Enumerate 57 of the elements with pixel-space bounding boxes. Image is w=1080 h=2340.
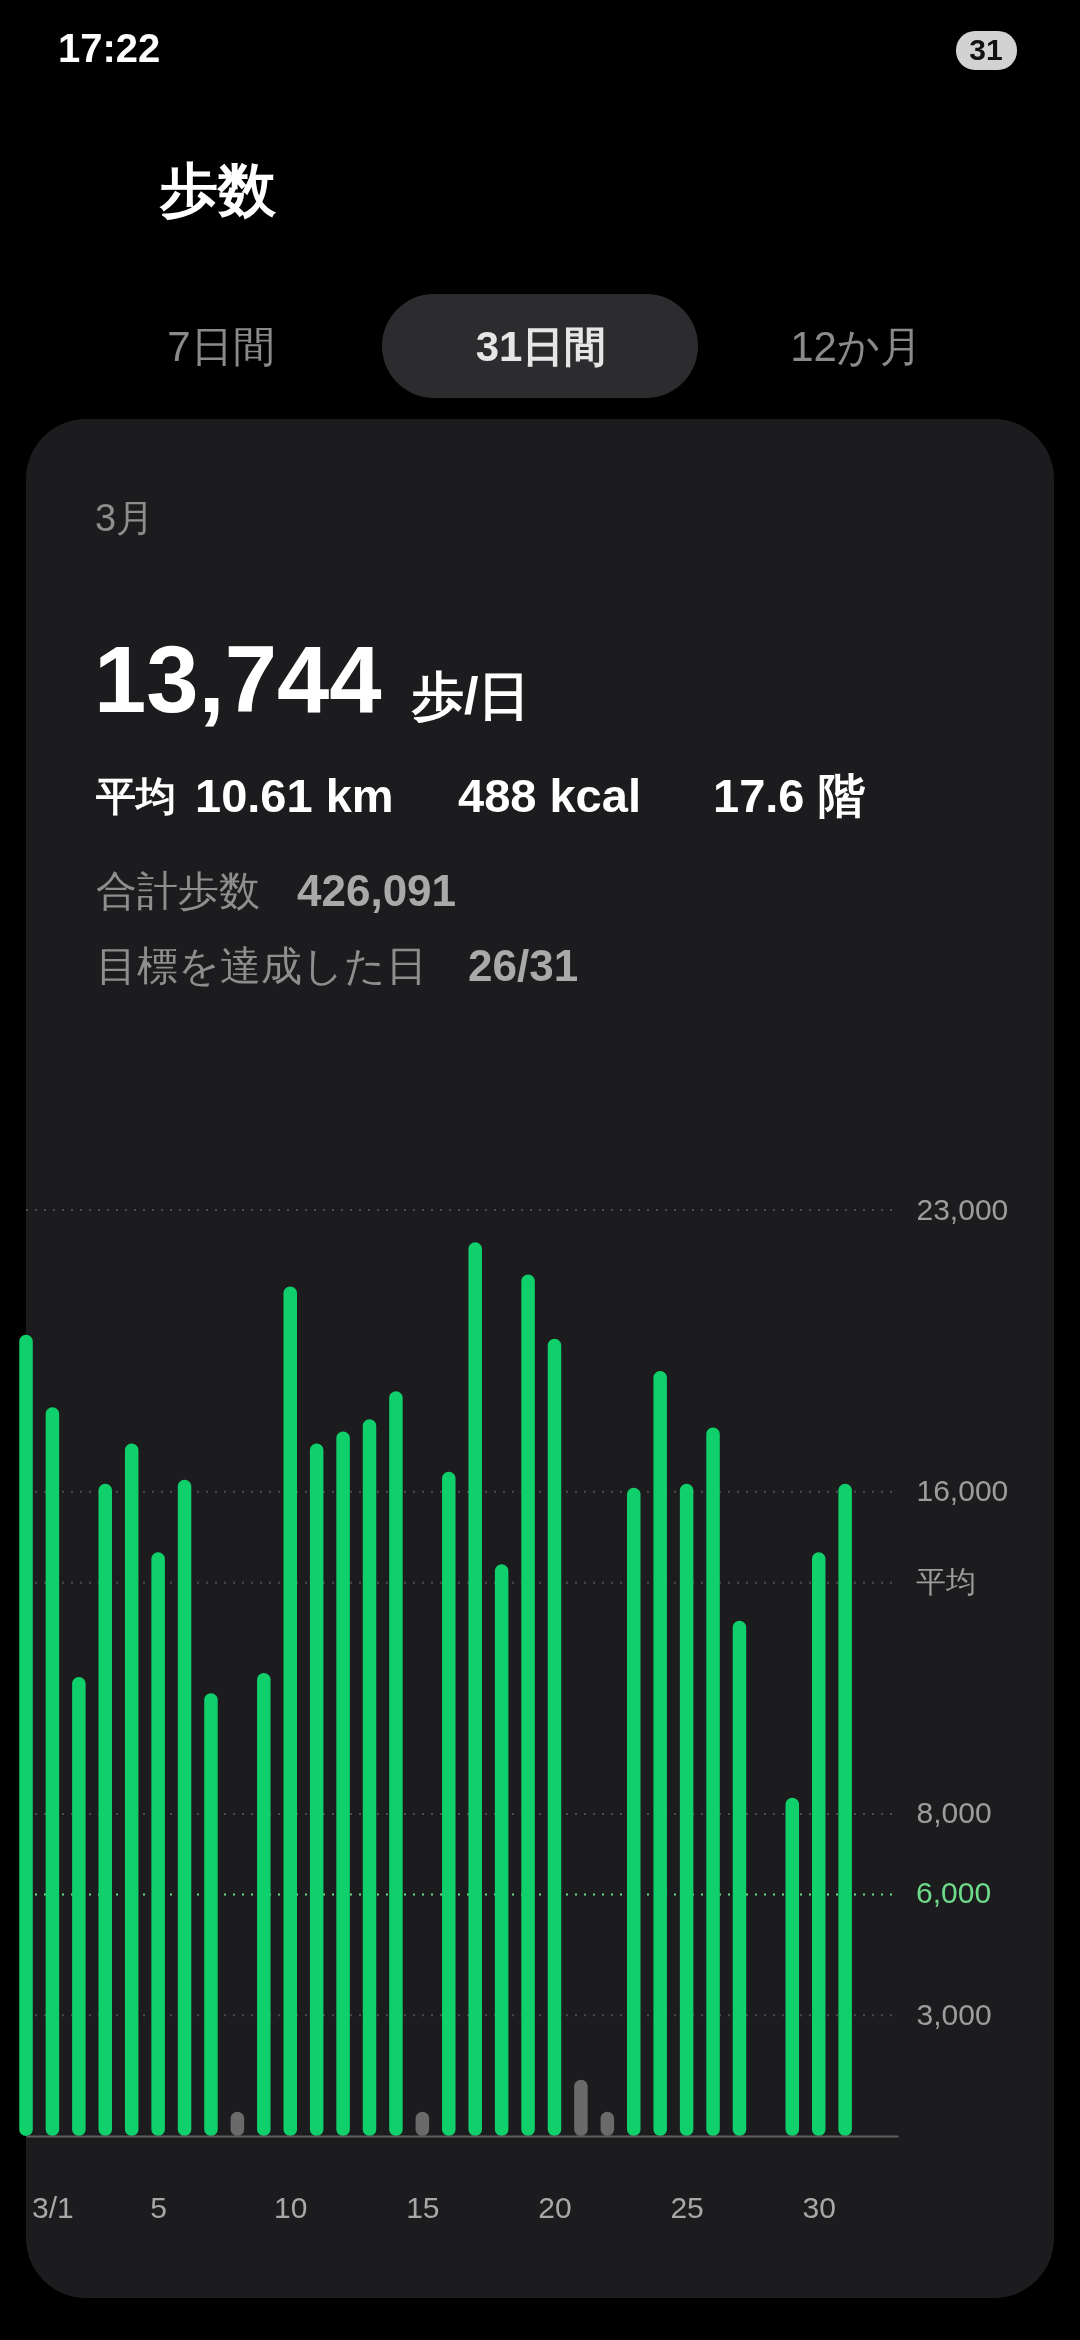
text: 歩/日: [411, 667, 531, 725]
text: 13,744: [94, 627, 382, 732]
text: 426,091: [297, 866, 457, 915]
x-tick-label: 3/1: [32, 2190, 74, 2224]
bar: [732, 1620, 747, 2136]
bar: [785, 1797, 800, 2136]
bar: [468, 1242, 482, 2136]
bar: [19, 1334, 33, 2136]
x-tick-label: 5: [150, 2190, 167, 2224]
bar: [336, 1431, 350, 2136]
text: 31日間: [475, 323, 607, 370]
bar: [442, 1471, 456, 2136]
bar: [257, 1673, 271, 2136]
x-tick-label: 25: [670, 2190, 704, 2224]
x-tick-label: 30: [802, 2190, 836, 2224]
bar: [124, 1443, 139, 2136]
bar: [653, 1371, 667, 2136]
bar: [309, 1443, 324, 2136]
bar: [204, 1693, 218, 2136]
x-tick-label: 20: [538, 2190, 572, 2224]
text: 10.61 km: [195, 769, 394, 822]
text: 合計歩数: [96, 868, 260, 914]
bar: [494, 1564, 509, 2136]
text: 7日間: [167, 323, 275, 370]
text: 17:22: [58, 26, 161, 70]
bar: [72, 1677, 86, 2136]
bar: [177, 1479, 192, 2136]
text: 488 kcal: [458, 769, 641, 822]
bar: [362, 1419, 377, 2136]
x-tick-label: 10: [274, 2190, 308, 2224]
bar: [151, 1552, 165, 2136]
text: 12か月: [790, 323, 922, 370]
ref-line-label: 平均: [916, 1564, 976, 1598]
bar: [627, 1487, 641, 2136]
text: 26/31: [468, 941, 579, 990]
text: 17.6 階: [713, 769, 866, 822]
chart-title: 歩数: [159, 157, 277, 222]
y-tick-label: 8,000: [916, 1796, 992, 1830]
bar: [547, 1338, 562, 2136]
text: 平均: [95, 774, 176, 818]
bar: [45, 1407, 60, 2136]
bar: [98, 1483, 113, 2136]
bar: [283, 1286, 297, 2136]
text: 31: [969, 33, 1003, 66]
bar: [679, 1483, 694, 2136]
bar: [838, 1483, 852, 2136]
ref-line-label: 6,000: [916, 1876, 992, 1910]
bar: [811, 1552, 826, 2136]
bar: [706, 1427, 720, 2136]
y-tick-label: 23,000: [916, 1192, 1009, 1226]
bar: [521, 1274, 535, 2136]
text: 目標を達成した日: [96, 943, 427, 989]
y-tick-label: 3,000: [916, 1997, 992, 2031]
y-tick-label: 16,000: [916, 1474, 1009, 1508]
bar: [389, 1391, 403, 2136]
x-tick-label: 15: [406, 2190, 440, 2224]
chart-subtitle: 3月: [95, 497, 155, 539]
